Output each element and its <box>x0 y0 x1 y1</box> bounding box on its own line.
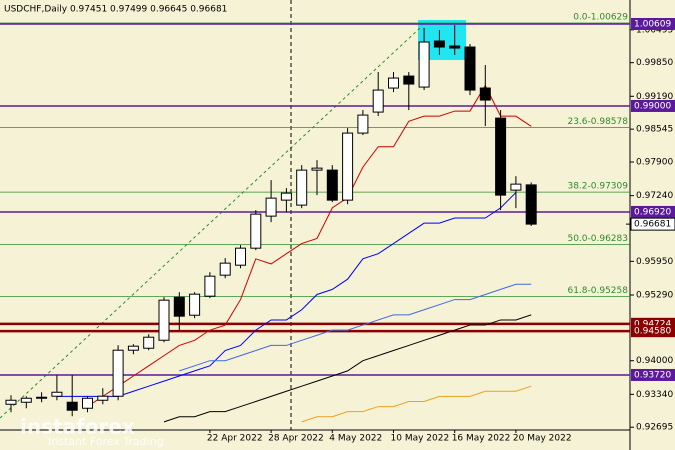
x-tick-label: 20 May 2022 <box>513 434 572 444</box>
level-price-box <box>631 17 675 30</box>
candle-body <box>357 114 369 134</box>
y-tick-label: 0.97900 <box>636 158 673 168</box>
y-tick-label: 0.98545 <box>636 125 673 135</box>
level-price-label: 0.99000 <box>634 101 671 111</box>
x-tick-label: 22 Apr 2022 <box>207 434 263 444</box>
candle-body <box>495 117 507 196</box>
current-price-label: 0.96681 <box>634 220 671 230</box>
level-price-label: 0.93720 <box>634 370 671 380</box>
y-tick-label: 0.95950 <box>636 257 673 267</box>
level-price-label: 0.94724 <box>634 319 671 329</box>
y-tick-label: 1.00495 <box>636 25 673 35</box>
candle-body <box>189 293 201 316</box>
current-price-box <box>630 217 675 231</box>
watermark-sub: Instant Forex Trading <box>48 435 164 448</box>
candle-body <box>403 75 415 85</box>
level-price-label: 0.94580 <box>634 327 671 337</box>
watermark: instaforex <box>20 415 135 439</box>
candle-body <box>204 275 216 297</box>
x-tick-label: 10 May 2022 <box>391 434 450 444</box>
candle-body <box>449 45 461 49</box>
level-price-box <box>631 325 675 338</box>
x-tick-label: 4 May 2022 <box>329 434 382 444</box>
candle-body <box>235 247 246 266</box>
y-tick-label: 0.93340 <box>636 390 673 400</box>
candle-body <box>66 401 78 411</box>
candle-body <box>388 77 399 89</box>
candle-body <box>510 183 522 191</box>
candle-body <box>464 46 476 91</box>
candle-body <box>433 40 445 48</box>
candle-body <box>479 87 491 101</box>
y-tick-label: 0.94000 <box>636 356 673 366</box>
level-price-box <box>631 205 675 218</box>
y-tick-label: 0.99850 <box>636 58 673 68</box>
level-price-box <box>631 368 675 381</box>
candle-body <box>342 132 354 201</box>
candle-body <box>36 396 48 399</box>
indicator-line <box>179 283 532 372</box>
candle-body <box>127 345 139 351</box>
candle-body <box>173 296 185 317</box>
level-price-box <box>631 99 675 112</box>
candle-body <box>158 299 170 341</box>
candle-body <box>418 41 430 88</box>
candle-body <box>219 262 231 276</box>
candle-body <box>250 213 262 249</box>
chart-title: USDCHF,Daily 0.97451 0.97499 0.96645 0.9… <box>4 5 227 15</box>
candle-body <box>265 197 277 217</box>
trend-line <box>0 27 421 419</box>
indicator-line <box>163 314 532 423</box>
candle-body <box>296 169 308 206</box>
candle-body <box>525 184 537 225</box>
plot-layer: 1.00495 0.99850 0.99190 0.98545 0.97900 0.972… <box>0 12 673 444</box>
fib-label: 0.0-1.00629 <box>573 12 628 22</box>
candle-body <box>280 192 292 201</box>
x-tick-label: 28 Apr 2022 <box>268 434 324 444</box>
candle-body <box>372 89 384 113</box>
indicator-line <box>87 84 532 407</box>
y-tick-label: 0.99190 <box>636 92 673 102</box>
x-tick-label: 16 May 2022 <box>452 434 511 444</box>
candle-body <box>82 397 93 409</box>
fib-label: 61.8-0.95258 <box>567 286 628 296</box>
level-price-label: 0.96920 <box>634 207 671 217</box>
level-price-label: 1.00609 <box>634 19 671 29</box>
candle-body <box>51 391 63 397</box>
candle-body <box>143 336 155 349</box>
fib-label: 38.2-0.97309 <box>567 182 628 192</box>
y-tick-label: 0.97240 <box>636 191 673 201</box>
candle-body <box>5 399 17 405</box>
candle-body <box>97 395 109 401</box>
candle-body <box>20 397 32 403</box>
fib-label: 23.6-0.98578 <box>567 117 628 127</box>
y-tick-label: 0.92695 <box>636 423 673 433</box>
y-tick-label: 0.95290 <box>636 290 673 300</box>
candle-body <box>112 349 124 397</box>
fib-label: 50.0-0.96283 <box>567 234 628 244</box>
candle-body <box>326 169 338 201</box>
candle-body <box>311 167 323 171</box>
indicator-line <box>301 385 532 423</box>
indicator-line <box>56 192 517 397</box>
